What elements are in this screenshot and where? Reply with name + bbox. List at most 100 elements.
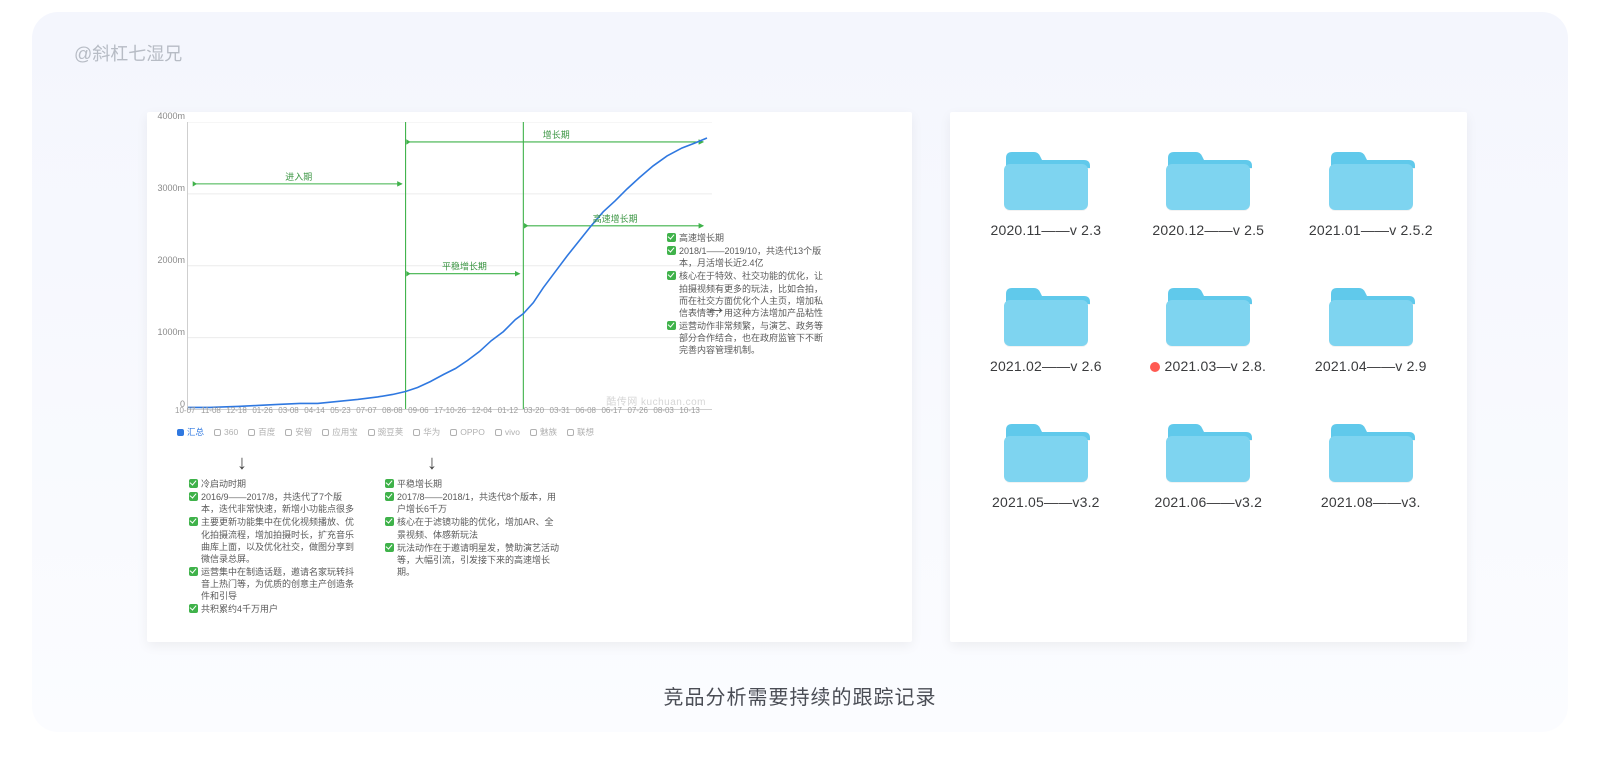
legend-label: 魅族 — [540, 426, 557, 438]
notes-rapid-growth: 高速增长期2018/1——2019/10，共迭代13个版本，月活增长近2.4亿核… — [667, 232, 827, 357]
version-folder[interactable]: 2020.12——v 2.5 — [1134, 150, 1282, 238]
folder-icon — [1002, 286, 1090, 348]
note-line: 高速增长期 — [667, 232, 827, 244]
legend-item[interactable]: 豌豆荚 — [368, 426, 404, 438]
x-axis-tick: 08-03 — [653, 406, 673, 415]
folder-icon — [1327, 422, 1415, 484]
folder-icon — [1327, 150, 1415, 212]
version-folder[interactable]: 2021.04——v 2.9 — [1297, 286, 1445, 374]
legend-item[interactable]: 华为 — [413, 426, 440, 438]
growth-chart-panel: 01000m2000m3000m4000m 进入期增长期平稳增长期高速增长期 — [147, 112, 912, 642]
check-icon — [385, 492, 394, 501]
legend-item[interactable]: OPPO — [450, 426, 485, 438]
x-axis-tick: 03-20 — [524, 406, 544, 415]
check-icon — [667, 321, 676, 330]
legend-label: 联想 — [577, 426, 594, 438]
folder-label: 2021.04——v 2.9 — [1315, 358, 1427, 374]
x-axis-tick: 17-10-26 — [434, 406, 466, 415]
y-axis-tick: 1000m — [157, 327, 185, 337]
version-folder[interactable]: 2021.05——v3.2 — [972, 422, 1120, 510]
folder-label: 2021.01——v 2.5.2 — [1309, 222, 1433, 238]
legend-item[interactable]: 应用宝 — [322, 426, 358, 438]
folder-icon — [1002, 422, 1090, 484]
legend-label: 百度 — [258, 426, 275, 438]
check-icon — [385, 517, 394, 526]
x-axis-tick: 03-31 — [550, 406, 570, 415]
check-icon — [667, 233, 676, 242]
x-axis-tick: 10-13 — [679, 406, 699, 415]
legend-label: 华为 — [423, 426, 440, 438]
check-icon — [189, 479, 198, 488]
x-axis-tick: 08-08 — [382, 406, 402, 415]
version-folder[interactable]: 2021.03—v 2.8. — [1134, 286, 1282, 374]
x-axis-tick: 01-26 — [252, 406, 272, 415]
folder-label: 2021.03—v 2.8. — [1150, 358, 1266, 374]
legend-item[interactable]: 汇总 — [177, 426, 204, 438]
note-line: 核心在于特效、社交功能的优化，让拍摄视频有更多的玩法，比如合拍，而在社交方面优化… — [667, 270, 827, 319]
legend-item[interactable]: vivo — [495, 426, 520, 438]
check-icon — [667, 271, 676, 280]
note-line: 冷启动时期 — [189, 478, 359, 490]
legend-item[interactable]: 360 — [214, 426, 238, 438]
x-axis-tick: 07-07 — [356, 406, 376, 415]
x-axis-tick: 11-08 — [201, 406, 221, 415]
x-axis-tick: 12-04 — [472, 406, 492, 415]
note-line: 2018/1——2019/10，共迭代13个版本，月活增长近2.4亿 — [667, 245, 827, 269]
folder-icon — [1327, 286, 1415, 348]
version-folder[interactable]: 2021.02——v 2.6 — [972, 286, 1120, 374]
author-watermark: @斜杠七湿兄 — [74, 40, 182, 66]
x-axis-tick: 01-12 — [498, 406, 518, 415]
x-axis-tick: 03-08 — [278, 406, 298, 415]
version-folders-panel: 2020.11——v 2.3 2020.12——v 2.5 2021.01——v… — [950, 112, 1467, 642]
note-line: 运营动作非常频繁，与演艺、政务等部分合作结合，也在政府监管下不断完善内容管理机制… — [667, 320, 827, 356]
folder-icon — [1164, 422, 1252, 484]
folder-label: 2020.11——v 2.3 — [990, 222, 1101, 238]
folder-label: 2021.05——v3.2 — [992, 494, 1100, 510]
growth-chart: 01000m2000m3000m4000m 进入期增长期平稳增长期高速增长期 — [187, 122, 712, 412]
note-line: 玩法动作在于邀请明星发，赞助演艺活动等，大幅引流，引发接下来的高速增长期。 — [385, 542, 560, 578]
note-line: 共积累约4千万用户 — [189, 603, 359, 615]
legend-label: vivo — [505, 427, 520, 437]
legend-label: 汇总 — [187, 426, 204, 438]
version-folder[interactable]: 2021.01——v 2.5.2 — [1297, 150, 1445, 238]
legend-label: 安智 — [295, 426, 312, 438]
check-icon — [667, 246, 676, 255]
version-folder[interactable]: 2021.06——v3.2 — [1134, 422, 1282, 510]
x-axis-tick: 10-07 — [175, 406, 195, 415]
legend-label: OPPO — [460, 427, 485, 437]
note-line: 主要更新功能集中在优化视频播放、优化拍摄流程，增加拍摄时长，扩充音乐曲库上面，以… — [189, 516, 359, 565]
legend-item[interactable]: 安智 — [285, 426, 312, 438]
version-folder[interactable]: 2020.11——v 2.3 — [972, 150, 1120, 238]
x-axis-tick: 05-23 — [330, 406, 350, 415]
check-icon — [189, 567, 198, 576]
notes-steady-growth: 平稳增长期2017/8——2018/1，共迭代8个版本，用户增长6千万核心在于滤… — [385, 478, 560, 579]
y-axis-tick: 2000m — [157, 255, 185, 265]
folder-icon — [1164, 286, 1252, 348]
folder-label: 2020.12——v 2.5 — [1152, 222, 1264, 238]
folder-label: 2021.02——v 2.6 — [990, 358, 1102, 374]
check-icon — [385, 543, 394, 552]
legend-item[interactable]: 魅族 — [530, 426, 557, 438]
folder-label: 2021.06——v3.2 — [1154, 494, 1262, 510]
x-axis-tick: 06-08 — [576, 406, 596, 415]
svg-text:增长期: 增长期 — [543, 129, 570, 140]
legend-label: 360 — [224, 427, 238, 437]
note-line: 2016/9——2017/8，共迭代了7个版本，迭代非常快速，新增小功能点很多 — [189, 491, 359, 515]
note-line: 2017/8——2018/1，共迭代8个版本，用户增长6千万 — [385, 491, 560, 515]
check-icon — [189, 492, 198, 501]
version-folder[interactable]: 2021.08——v3. — [1297, 422, 1445, 510]
svg-text:进入期: 进入期 — [285, 172, 312, 182]
note-line: 平稳增长期 — [385, 478, 560, 490]
figure-caption: 竞品分析需要持续的跟踪记录 — [32, 681, 1568, 710]
note-line: 运营集中在制造话题，邀请名家玩转抖音上热门等，为优质的创意主产创造条件和引导 — [189, 566, 359, 602]
legend-item[interactable]: 联想 — [567, 426, 594, 438]
x-axis-tick: 09-06 — [408, 406, 428, 415]
svg-text:高速增长期: 高速增长期 — [593, 213, 638, 224]
arrow-down-icon: ↓ — [237, 452, 247, 475]
legend-item[interactable]: 百度 — [248, 426, 275, 438]
check-icon — [385, 479, 394, 488]
x-axis-tick: 04-14 — [304, 406, 324, 415]
flag-dot-icon — [1150, 362, 1160, 372]
y-axis-tick: 3000m — [157, 183, 185, 193]
note-line: 核心在于滤镜功能的优化，增加AR、全景视频、体感新玩法 — [385, 516, 560, 540]
